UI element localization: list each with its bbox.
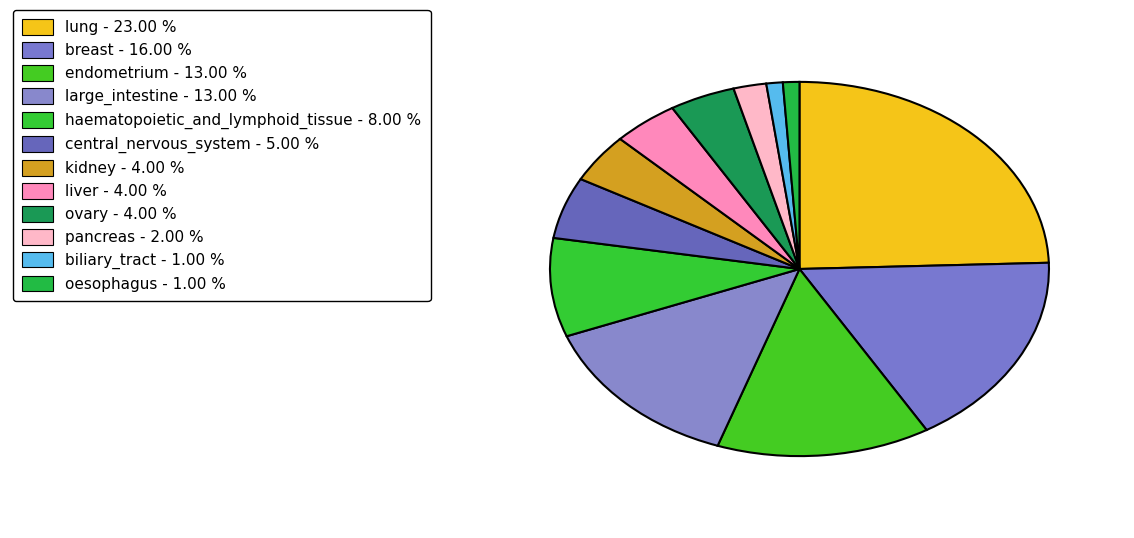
- Wedge shape: [620, 108, 799, 269]
- Wedge shape: [581, 139, 799, 269]
- Wedge shape: [672, 89, 799, 269]
- Wedge shape: [734, 83, 799, 269]
- Wedge shape: [550, 238, 799, 336]
- Legend: lung - 23.00 %, breast - 16.00 %, endometrium - 13.00 %, large_intestine - 13.00: lung - 23.00 %, breast - 16.00 %, endome…: [14, 10, 431, 301]
- Wedge shape: [767, 82, 799, 269]
- Wedge shape: [799, 263, 1049, 430]
- Wedge shape: [718, 269, 926, 456]
- Wedge shape: [782, 82, 799, 269]
- Wedge shape: [553, 179, 799, 269]
- Wedge shape: [567, 269, 799, 446]
- Wedge shape: [799, 82, 1049, 269]
